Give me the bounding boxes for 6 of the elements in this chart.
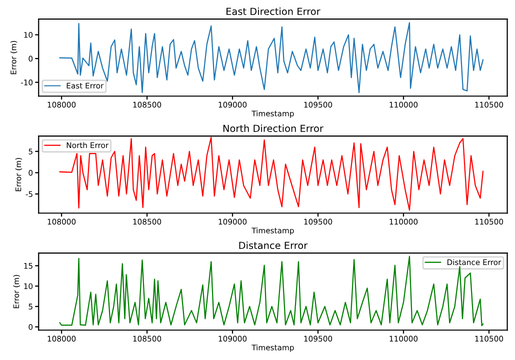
- chart-title: East Direction Error: [226, 8, 320, 16]
- chart-title: North Direction Error: [223, 124, 324, 132]
- line-series: [59, 256, 484, 326]
- line-series: [59, 22, 484, 94]
- chart-title: Distance Error: [239, 242, 308, 250]
- line-series: [59, 136, 484, 211]
